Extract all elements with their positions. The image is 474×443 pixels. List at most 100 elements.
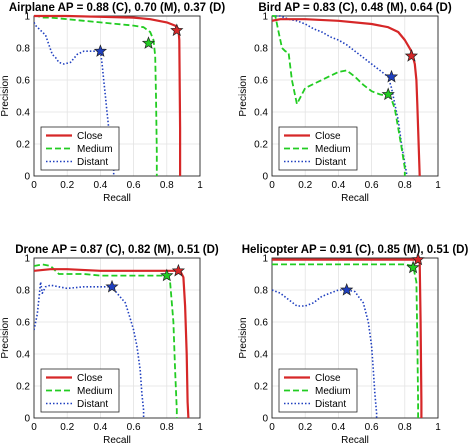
x-tick-label: 0.8 bbox=[398, 180, 412, 191]
y-tick-label: 0.2 bbox=[16, 382, 30, 393]
legend-label-medium: Medium bbox=[315, 144, 351, 155]
x-tick-label: 1 bbox=[197, 422, 203, 433]
y-tick-label: 0.6 bbox=[16, 318, 30, 329]
series-line-distant bbox=[272, 15, 408, 176]
y-tick-label: 0.8 bbox=[254, 286, 268, 297]
series-line-close bbox=[34, 14, 182, 176]
x-tick-label: 0.4 bbox=[93, 180, 107, 191]
y-tick-label: 1 bbox=[262, 12, 268, 23]
y-tick-label: 0 bbox=[262, 172, 268, 183]
operating-point-star-close bbox=[171, 263, 186, 277]
x-tick-label: 0.6 bbox=[365, 422, 379, 433]
y-tick-label: 0 bbox=[24, 414, 30, 425]
legend-label-close: Close bbox=[77, 373, 103, 384]
operating-point-star-close bbox=[170, 23, 184, 37]
operating-point-star-close bbox=[411, 252, 425, 266]
x-tick-label: 0.6 bbox=[365, 180, 379, 191]
x-axis-label: Recall bbox=[103, 435, 131, 443]
x-tick-label: 1 bbox=[197, 180, 203, 191]
y-tick-label: 0.8 bbox=[16, 44, 30, 55]
legend-label-distant: Distant bbox=[77, 157, 108, 168]
chart-panel-1: 00 0.2 0.2 0.4 0.4 0.6 0.6 0.8 0.8 1 1 Recall Precis… bbox=[0, 2, 225, 204]
y-tick-label: 0.4 bbox=[254, 108, 268, 119]
axes-box bbox=[33, 15, 201, 177]
legend-label-medium: Medium bbox=[315, 386, 351, 397]
x-tick-label: 0.4 bbox=[331, 180, 345, 191]
series-line-close bbox=[272, 18, 421, 176]
x-tick-label: 0 bbox=[269, 180, 275, 191]
x-axis-label: Recall bbox=[103, 193, 131, 204]
y-tick-label: 0.2 bbox=[16, 140, 30, 151]
x-tick-label: 0 bbox=[269, 422, 275, 433]
y-axis-label: Precision bbox=[238, 317, 249, 358]
x-axis-label: Recall bbox=[341, 435, 369, 443]
y-axis-label: Precision bbox=[0, 317, 11, 358]
y-tick-label: 0.6 bbox=[16, 76, 30, 87]
chart-title: Bird AP = 0.83 (C), 0.48 (M), 0.64 (D) bbox=[258, 2, 451, 14]
y-tick-label: 1 bbox=[24, 254, 30, 265]
operating-point-star-medium bbox=[381, 87, 395, 101]
chart-panel-4: 00 0.2 0.2 0.4 0.4 0.6 0.6 0.8 0.8 1 1 Recall Precis… bbox=[238, 244, 468, 443]
chart-panel-3: 00 0.2 0.2 0.4 0.4 0.6 0.6 0.8 0.8 1 1 Recall Precis… bbox=[0, 244, 219, 443]
axes-box bbox=[271, 15, 439, 177]
x-tick-label: 0 bbox=[31, 180, 37, 191]
legend-label-medium: Medium bbox=[77, 386, 113, 397]
y-tick-label: 0.6 bbox=[254, 76, 268, 87]
legend-label-distant: Distant bbox=[315, 157, 346, 168]
legend-label-close: Close bbox=[77, 131, 103, 142]
operating-point-star-distant bbox=[105, 279, 119, 293]
x-tick-label: 1 bbox=[435, 422, 441, 433]
legend-label-distant: Distant bbox=[315, 399, 346, 410]
x-tick-label: 0.6 bbox=[127, 180, 141, 191]
operating-point-star-medium bbox=[406, 260, 420, 274]
x-tick-label: 0.6 bbox=[127, 422, 141, 433]
y-tick-label: 0.2 bbox=[254, 382, 268, 393]
y-tick-label: 0.8 bbox=[16, 286, 30, 297]
x-tick-label: 0.8 bbox=[398, 422, 412, 433]
y-tick-label: 0.8 bbox=[254, 44, 268, 55]
legend-label-close: Close bbox=[315, 131, 341, 142]
axes-box bbox=[33, 257, 201, 419]
y-tick-label: 0 bbox=[24, 172, 30, 183]
operating-point-star-distant bbox=[340, 283, 354, 296]
legend-label-medium: Medium bbox=[77, 144, 113, 155]
y-tick-label: 0.4 bbox=[254, 350, 268, 361]
chart-title: Airplane AP = 0.88 (C), 0.70 (M), 0.37 (… bbox=[9, 2, 226, 14]
x-tick-label: 0.2 bbox=[60, 180, 74, 191]
y-tick-label: 0.4 bbox=[16, 108, 30, 119]
chart-title: Helicopter AP = 0.91 (C), 0.85 (M), 0.51… bbox=[242, 244, 469, 256]
x-tick-label: 0.8 bbox=[160, 422, 174, 433]
x-tick-label: 0.2 bbox=[298, 180, 312, 191]
series-line-medium bbox=[272, 15, 406, 176]
operating-point-star-distant bbox=[93, 44, 108, 57]
legend-label-close: Close bbox=[315, 373, 341, 384]
chart-panel-2: 00 0.2 0.2 0.4 0.4 0.6 0.6 0.8 0.8 1 1 Recall Precis… bbox=[238, 2, 452, 204]
operating-point-star-medium bbox=[141, 36, 156, 49]
series-line-medium bbox=[272, 263, 419, 418]
chart-title: Drone AP = 0.87 (C), 0.82 (M), 0.51 (D) bbox=[15, 244, 219, 256]
y-tick-label: 0.2 bbox=[254, 140, 268, 151]
x-tick-label: 0.4 bbox=[331, 422, 345, 433]
x-axis-label: Recall bbox=[341, 193, 369, 204]
legend-box bbox=[278, 368, 358, 413]
operating-point-star-distant bbox=[384, 69, 399, 83]
y-tick-label: 1 bbox=[262, 254, 268, 265]
x-tick-label: 0.8 bbox=[160, 180, 174, 191]
legend-label-distant: Distant bbox=[77, 399, 108, 410]
y-axis-label: Precision bbox=[238, 75, 249, 116]
x-tick-label: 0 bbox=[31, 422, 37, 433]
legend-box bbox=[278, 126, 358, 171]
y-tick-label: 0.4 bbox=[16, 350, 30, 361]
y-tick-label: 1 bbox=[24, 12, 30, 23]
y-tick-label: 0.6 bbox=[254, 318, 268, 329]
x-tick-label: 1 bbox=[435, 180, 441, 191]
operating-point-star-medium bbox=[160, 268, 174, 282]
legend-box bbox=[40, 126, 120, 171]
series-line-medium bbox=[34, 15, 158, 176]
axes-box bbox=[271, 257, 439, 419]
y-axis-label: Precision bbox=[0, 75, 11, 116]
series-line-medium bbox=[34, 263, 178, 418]
x-tick-label: 0.4 bbox=[93, 422, 107, 433]
series-line-close bbox=[272, 258, 423, 418]
